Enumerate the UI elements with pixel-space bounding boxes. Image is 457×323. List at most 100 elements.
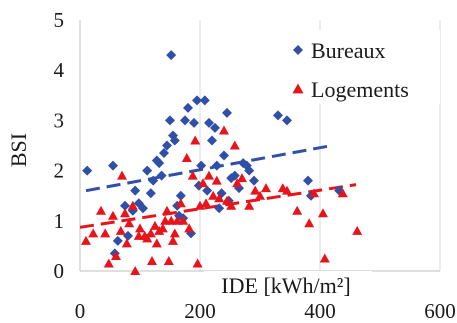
data-point-bureaux <box>219 150 229 161</box>
legend-label-bureaux: Bureaux <box>311 38 386 63</box>
data-point-logements <box>175 198 186 208</box>
data-point-bureaux <box>142 165 153 176</box>
data-point-logements <box>204 170 214 180</box>
data-point-logements <box>168 235 178 245</box>
data-points <box>81 50 363 275</box>
legend-marker-bureaux <box>293 45 303 55</box>
data-point-logements <box>181 153 192 163</box>
data-point-bureaux <box>82 165 93 176</box>
data-point-logements <box>150 220 160 230</box>
data-point-logements <box>219 125 229 135</box>
data-point-bureaux <box>196 160 207 171</box>
data-point-bureaux <box>202 185 213 196</box>
data-point-logements <box>190 135 201 145</box>
data-point-bureaux <box>189 117 199 128</box>
data-point-logements <box>337 188 348 198</box>
data-point-logements <box>100 228 111 238</box>
data-point-logements <box>145 228 156 238</box>
data-point-logements <box>169 228 180 238</box>
data-point-logements <box>120 208 130 218</box>
data-point-logements <box>211 175 222 185</box>
legend: Bureaux Logements <box>282 30 440 104</box>
data-point-logements <box>352 225 363 235</box>
data-point-logements <box>195 200 205 210</box>
data-point-logements <box>115 225 126 235</box>
data-point-bureaux <box>210 122 220 133</box>
data-point-bureaux <box>159 148 169 159</box>
x-tick-label: 0 <box>75 299 86 323</box>
data-point-logements <box>226 200 237 210</box>
y-tick-label: 3 <box>54 108 65 132</box>
data-point-bureaux <box>273 110 283 121</box>
data-point-logements <box>244 200 255 210</box>
y-tick-label: 2 <box>54 159 65 183</box>
x-tick-label: 200 <box>184 299 216 323</box>
data-point-bureaux <box>229 170 240 181</box>
data-point-logements <box>304 218 315 228</box>
legend-marker-logements <box>292 83 304 94</box>
data-point-bureaux <box>169 135 180 146</box>
data-point-logements <box>255 190 265 200</box>
data-point-bureaux <box>303 175 313 186</box>
data-point-bureaux <box>154 158 165 169</box>
data-point-logements <box>292 205 303 215</box>
data-point-logements <box>178 215 189 225</box>
data-point-logements <box>222 195 232 205</box>
data-point-bureaux <box>156 170 167 181</box>
data-point-logements <box>208 190 219 200</box>
legend-background <box>282 30 440 104</box>
data-point-bureaux <box>130 185 141 196</box>
data-point-bureaux <box>249 175 259 186</box>
data-point-logements <box>198 178 208 188</box>
data-point-bureaux <box>165 115 175 126</box>
data-point-bureaux <box>138 203 148 214</box>
data-point-logements <box>96 205 106 215</box>
data-point-logements <box>147 255 157 265</box>
data-point-logements <box>309 188 319 198</box>
data-point-bureaux <box>166 50 177 61</box>
x-axis-label: IDE [kWh/m²] <box>221 273 350 298</box>
data-point-logements <box>187 170 198 180</box>
x-tick-label: 600 <box>424 299 456 323</box>
data-point-bureaux <box>180 115 190 126</box>
data-point-bureaux <box>145 188 156 199</box>
data-point-logements <box>88 228 99 238</box>
data-point-logements <box>130 266 141 275</box>
data-point-logements <box>151 238 162 248</box>
y-tick-labels: 0 1 2 3 4 5 <box>54 8 65 283</box>
data-point-bureaux <box>120 200 130 211</box>
data-point-logements <box>261 183 271 193</box>
data-point-logements <box>250 185 261 195</box>
y-tick-label: 4 <box>54 58 65 82</box>
data-point-bureaux <box>175 190 186 201</box>
data-point-bureaux <box>211 160 222 171</box>
data-point-logements <box>124 218 135 228</box>
data-point-logements <box>117 170 127 180</box>
data-point-logements <box>162 205 172 215</box>
data-point-logements <box>201 198 211 208</box>
data-point-bureaux <box>244 165 255 176</box>
x-tick-labels: 0 200 400 600 <box>75 299 456 323</box>
data-point-logements <box>229 140 240 150</box>
legend-label-logements: Logements <box>311 77 409 102</box>
data-point-logements <box>319 253 330 263</box>
y-tick-label: 5 <box>54 8 65 32</box>
data-point-bureaux <box>204 117 214 128</box>
data-point-bureaux <box>282 115 292 126</box>
data-point-bureaux <box>222 107 232 118</box>
data-point-logements <box>163 255 174 265</box>
data-point-bureaux <box>123 230 133 241</box>
data-point-logements <box>121 238 132 248</box>
data-point-logements <box>282 185 292 195</box>
y-tick-label: 1 <box>54 209 65 233</box>
x-tick-label: 400 <box>304 299 336 323</box>
data-point-logements <box>135 223 145 233</box>
data-point-logements <box>127 200 138 210</box>
data-point-logements <box>103 258 114 268</box>
data-point-bureaux <box>148 175 159 186</box>
data-point-logements <box>237 173 247 183</box>
data-point-logements <box>108 210 118 220</box>
y-tick-label: 0 <box>54 259 65 283</box>
y-axis-label: BSI <box>6 133 31 167</box>
data-point-logements <box>232 178 243 188</box>
